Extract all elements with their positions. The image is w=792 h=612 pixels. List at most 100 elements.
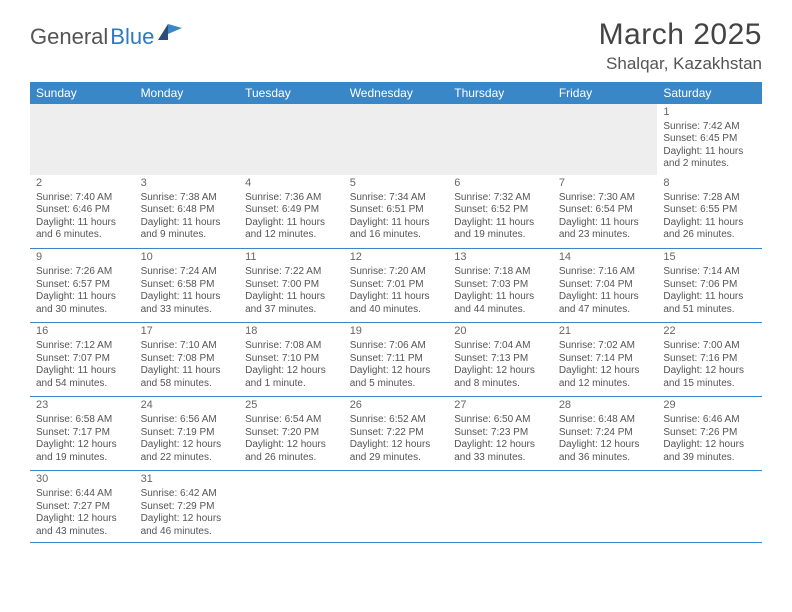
- weekday-header: Thursday: [448, 82, 553, 104]
- daylight-text: Daylight: 11 hours and 58 minutes.: [141, 365, 234, 390]
- weekday-header: Friday: [553, 82, 658, 104]
- day-number: 9: [36, 251, 129, 265]
- sunrise-text: Sunrise: 7:30 AM: [559, 192, 652, 205]
- daylight-text: Daylight: 11 hours and 37 minutes.: [245, 291, 338, 316]
- weekday-header: Tuesday: [239, 82, 344, 104]
- day-number: 24: [141, 399, 234, 413]
- sunrise-text: Sunrise: 7:22 AM: [245, 266, 338, 279]
- sunset-text: Sunset: 7:11 PM: [350, 353, 443, 366]
- calendar-cell: [239, 471, 344, 543]
- sunrise-text: Sunrise: 7:34 AM: [350, 192, 443, 205]
- calendar-week-row: 1Sunrise: 7:42 AMSunset: 6:45 PMDaylight…: [30, 104, 762, 175]
- day-number: 29: [663, 399, 756, 413]
- day-number: 23: [36, 399, 129, 413]
- day-number: 27: [454, 399, 547, 413]
- sunset-text: Sunset: 7:20 PM: [245, 427, 338, 440]
- daylight-text: Daylight: 11 hours and 2 minutes.: [663, 146, 756, 171]
- day-number: 17: [141, 325, 234, 339]
- calendar-cell: [657, 471, 762, 543]
- sunrise-text: Sunrise: 7:18 AM: [454, 266, 547, 279]
- daylight-text: Daylight: 11 hours and 9 minutes.: [141, 217, 234, 242]
- daylight-text: Daylight: 12 hours and 22 minutes.: [141, 439, 234, 464]
- sunset-text: Sunset: 7:07 PM: [36, 353, 129, 366]
- sunrise-text: Sunrise: 7:42 AM: [663, 121, 756, 134]
- calendar-cell: 4Sunrise: 7:36 AMSunset: 6:49 PMDaylight…: [239, 175, 344, 249]
- day-number: 21: [559, 325, 652, 339]
- sunrise-text: Sunrise: 6:54 AM: [245, 414, 338, 427]
- calendar-cell: 8Sunrise: 7:28 AMSunset: 6:55 PMDaylight…: [657, 175, 762, 249]
- daylight-text: Daylight: 11 hours and 26 minutes.: [663, 217, 756, 242]
- sunset-text: Sunset: 6:57 PM: [36, 279, 129, 292]
- day-number: 10: [141, 251, 234, 265]
- daylight-text: Daylight: 12 hours and 1 minute.: [245, 365, 338, 390]
- day-number: 22: [663, 325, 756, 339]
- calendar-week-row: 23Sunrise: 6:58 AMSunset: 7:17 PMDayligh…: [30, 397, 762, 471]
- day-number: 2: [36, 177, 129, 191]
- calendar-cell: 16Sunrise: 7:12 AMSunset: 7:07 PMDayligh…: [30, 323, 135, 397]
- sunrise-text: Sunrise: 6:48 AM: [559, 414, 652, 427]
- sunrise-text: Sunrise: 7:26 AM: [36, 266, 129, 279]
- sunrise-text: Sunrise: 7:12 AM: [36, 340, 129, 353]
- calendar-cell: 14Sunrise: 7:16 AMSunset: 7:04 PMDayligh…: [553, 249, 658, 323]
- sunrise-text: Sunrise: 6:42 AM: [141, 488, 234, 501]
- daylight-text: Daylight: 12 hours and 29 minutes.: [350, 439, 443, 464]
- day-number: 11: [245, 251, 338, 265]
- daylight-text: Daylight: 12 hours and 39 minutes.: [663, 439, 756, 464]
- calendar-cell: 6Sunrise: 7:32 AMSunset: 6:52 PMDaylight…: [448, 175, 553, 249]
- sunrise-text: Sunrise: 7:40 AM: [36, 192, 129, 205]
- day-number: 30: [36, 473, 129, 487]
- calendar-cell: [344, 471, 449, 543]
- daylight-text: Daylight: 12 hours and 26 minutes.: [245, 439, 338, 464]
- day-number: 14: [559, 251, 652, 265]
- calendar-week-row: 30Sunrise: 6:44 AMSunset: 7:27 PMDayligh…: [30, 471, 762, 543]
- daylight-text: Daylight: 11 hours and 54 minutes.: [36, 365, 129, 390]
- sunrise-text: Sunrise: 7:02 AM: [559, 340, 652, 353]
- sunset-text: Sunset: 7:06 PM: [663, 279, 756, 292]
- day-number: 1: [663, 106, 756, 120]
- calendar-cell: 28Sunrise: 6:48 AMSunset: 7:24 PMDayligh…: [553, 397, 658, 471]
- calendar-cell: [344, 104, 449, 175]
- sunrise-text: Sunrise: 7:32 AM: [454, 192, 547, 205]
- sunset-text: Sunset: 7:01 PM: [350, 279, 443, 292]
- title-block: March 2025 Shalqar, Kazakhstan: [599, 18, 762, 74]
- logo-text-1: General: [30, 24, 108, 50]
- calendar-body: 1Sunrise: 7:42 AMSunset: 6:45 PMDaylight…: [30, 104, 762, 543]
- calendar-cell: 13Sunrise: 7:18 AMSunset: 7:03 PMDayligh…: [448, 249, 553, 323]
- calendar-cell: 21Sunrise: 7:02 AMSunset: 7:14 PMDayligh…: [553, 323, 658, 397]
- calendar-cell: 17Sunrise: 7:10 AMSunset: 7:08 PMDayligh…: [135, 323, 240, 397]
- sunset-text: Sunset: 7:19 PM: [141, 427, 234, 440]
- calendar-cell: 1Sunrise: 7:42 AMSunset: 6:45 PMDaylight…: [657, 104, 762, 175]
- sunset-text: Sunset: 7:04 PM: [559, 279, 652, 292]
- calendar-cell: 20Sunrise: 7:04 AMSunset: 7:13 PMDayligh…: [448, 323, 553, 397]
- calendar-cell: 9Sunrise: 7:26 AMSunset: 6:57 PMDaylight…: [30, 249, 135, 323]
- sunset-text: Sunset: 6:48 PM: [141, 204, 234, 217]
- calendar-cell: 15Sunrise: 7:14 AMSunset: 7:06 PMDayligh…: [657, 249, 762, 323]
- daylight-text: Daylight: 11 hours and 6 minutes.: [36, 217, 129, 242]
- sunrise-text: Sunrise: 6:50 AM: [454, 414, 547, 427]
- sunset-text: Sunset: 6:45 PM: [663, 133, 756, 146]
- sunrise-text: Sunrise: 7:10 AM: [141, 340, 234, 353]
- calendar-header-row: SundayMondayTuesdayWednesdayThursdayFrid…: [30, 82, 762, 104]
- sunrise-text: Sunrise: 7:16 AM: [559, 266, 652, 279]
- day-number: 13: [454, 251, 547, 265]
- daylight-text: Daylight: 11 hours and 16 minutes.: [350, 217, 443, 242]
- day-number: 8: [663, 177, 756, 191]
- header: GeneralBlue March 2025 Shalqar, Kazakhst…: [30, 18, 762, 74]
- daylight-text: Daylight: 12 hours and 8 minutes.: [454, 365, 547, 390]
- daylight-text: Daylight: 11 hours and 30 minutes.: [36, 291, 129, 316]
- calendar-cell: 5Sunrise: 7:34 AMSunset: 6:51 PMDaylight…: [344, 175, 449, 249]
- daylight-text: Daylight: 12 hours and 43 minutes.: [36, 513, 129, 538]
- daylight-text: Daylight: 11 hours and 47 minutes.: [559, 291, 652, 316]
- sunrise-text: Sunrise: 6:52 AM: [350, 414, 443, 427]
- logo: GeneralBlue: [30, 18, 182, 50]
- sunset-text: Sunset: 7:03 PM: [454, 279, 547, 292]
- sunset-text: Sunset: 7:22 PM: [350, 427, 443, 440]
- calendar-cell: 11Sunrise: 7:22 AMSunset: 7:00 PMDayligh…: [239, 249, 344, 323]
- calendar-cell: 19Sunrise: 7:06 AMSunset: 7:11 PMDayligh…: [344, 323, 449, 397]
- calendar-cell: 31Sunrise: 6:42 AMSunset: 7:29 PMDayligh…: [135, 471, 240, 543]
- calendar-cell: 26Sunrise: 6:52 AMSunset: 7:22 PMDayligh…: [344, 397, 449, 471]
- month-title: March 2025: [599, 18, 762, 52]
- sunset-text: Sunset: 6:55 PM: [663, 204, 756, 217]
- calendar-cell: 30Sunrise: 6:44 AMSunset: 7:27 PMDayligh…: [30, 471, 135, 543]
- sunset-text: Sunset: 7:29 PM: [141, 501, 234, 514]
